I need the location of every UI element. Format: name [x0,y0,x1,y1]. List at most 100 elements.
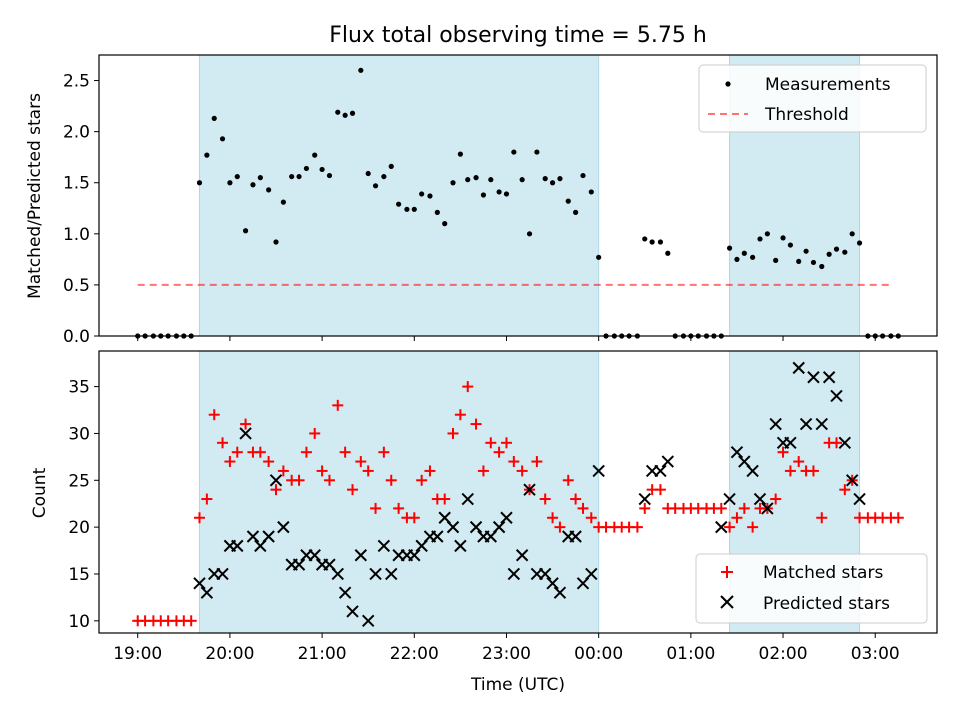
measurement-point [827,252,832,257]
measurement-point [366,171,371,176]
measurement-point [481,192,486,197]
measurement-point [780,235,785,240]
measurement-point [396,202,401,207]
bottom-y-axis-label: Count [30,467,50,518]
measurement-point [550,180,555,185]
top-ytick-label: 1.5 [63,174,90,194]
measurement-point [534,149,539,154]
x-axis-label: Time (UTC) [470,675,565,695]
measurement-point [419,191,424,196]
measurement-point [734,257,739,262]
top-ytick-label: 1.0 [63,225,90,245]
measurement-point [220,136,225,141]
measurement-point [389,164,394,169]
bottom-xtick-label: 19:00 [113,644,162,664]
top-shade-0 [199,55,598,336]
measurement-point [543,176,548,181]
measurement-point [212,116,217,121]
measurement-point [488,177,493,182]
measurement-point [296,174,301,179]
measurement-point [658,239,663,244]
chart-title: Flux total observing time = 5.75 h [329,23,707,48]
measurement-point [497,189,502,194]
measurement-point [773,258,778,263]
measurement-point [811,260,816,265]
measurement-point [842,250,847,255]
measurement-point [427,193,432,198]
top-ytick-label: 0.0 [63,327,90,347]
legend-label-matched: Matched stars [763,563,883,583]
measurement-point [204,153,209,158]
measurement-point [665,251,670,256]
measurement-point [566,199,571,204]
measurement-point [527,231,532,236]
top-y-axis-label: Matched/Predicted stars [25,93,45,299]
chart-figure: Flux total observing time = 5.75 h 0.0 0.… [0,0,960,720]
measurement-point [757,236,762,241]
measurement-point [850,231,855,236]
measurement-point [273,239,278,244]
top-ytick-label: 2.0 [63,123,90,143]
measurement-point [580,173,585,178]
measurement-point [788,242,793,247]
measurement-point [281,200,286,205]
measurement-point [350,111,355,116]
top-legend: Measurements Threshold [699,65,926,132]
measurement-point [381,174,386,179]
measurement-point [335,110,340,115]
measurement-point [258,175,263,180]
measurement-point [327,173,332,178]
bottom-ytick-label: 30 [68,424,90,444]
measurement-point [250,182,255,187]
measurement-point [358,68,363,73]
bottom-shade-0 [199,351,598,633]
bottom-ytick-label: 15 [68,565,90,585]
bottom-xtick-label: 00:00 [574,644,623,664]
bottom-xtick-label: 20:00 [205,644,254,664]
measurement-point [765,231,770,236]
measurement-point [404,207,409,212]
bottom-xtick-label: 03:00 [851,644,900,664]
measurement-point [742,251,747,256]
measurement-point [450,180,455,185]
measurement-point [304,166,309,171]
measurement-point [227,180,232,185]
bottom-xtick-label: 23:00 [482,644,531,664]
bottom-ytick-label: 10 [68,612,90,632]
bottom-xtick-label: 01:00 [666,644,715,664]
measurement-point [458,152,463,157]
bottom-xtick-label: 21:00 [298,644,347,664]
bottom-xtick-label: 22:00 [390,644,439,664]
measurement-point [465,177,470,182]
measurement-point [235,174,240,179]
measurement-point [520,177,525,182]
top-ytick-label: 0.5 [63,276,90,296]
legend-label-measurements: Measurements [765,75,891,95]
measurement-point [573,210,578,215]
bottom-ytick-label: 25 [68,471,90,491]
measurement-point [197,180,202,185]
bottom-ytick-label: 20 [68,518,90,538]
measurement-point [750,255,755,260]
measurement-point [803,249,808,254]
legend-label-threshold: Threshold [764,105,849,125]
measurement-point [435,210,440,215]
measurement-point [727,246,732,251]
legend-marker-measurements [725,81,730,86]
bottom-ytick-label: 35 [68,378,90,398]
measurement-point [343,113,348,118]
measurement-point [596,255,601,260]
measurement-point [319,167,324,172]
measurement-point [289,174,294,179]
measurement-point [312,153,317,158]
measurement-point [266,187,271,192]
measurement-point [819,264,824,269]
measurement-point [511,149,516,154]
legend-label-predicted: Predicted stars [763,594,890,614]
measurement-point [373,183,378,188]
measurement-point [442,221,447,226]
measurement-point [589,189,594,194]
measurement-point [650,239,655,244]
bottom-xtick-label: 02:00 [759,644,808,664]
measurement-point [412,207,417,212]
